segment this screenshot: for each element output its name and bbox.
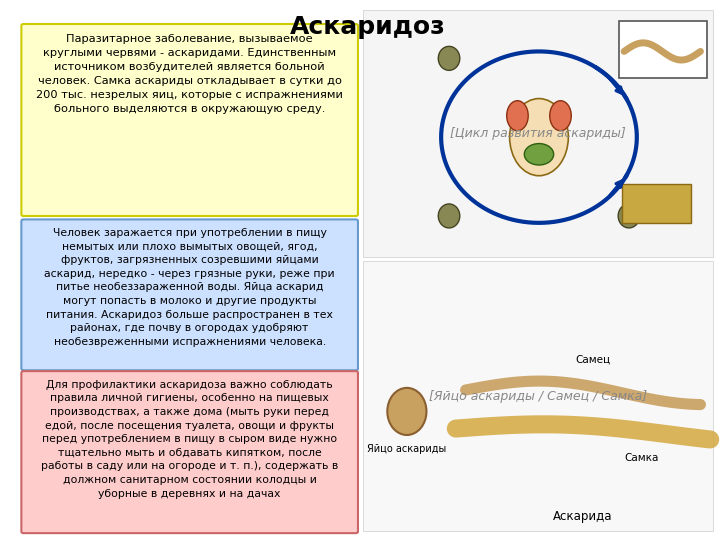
Ellipse shape: [524, 144, 554, 165]
Text: Человек заражается при употреблении в пищу
немытых или плохо вымытых овощей, яго: Человек заражается при употреблении в пи…: [45, 228, 335, 347]
FancyBboxPatch shape: [22, 371, 358, 533]
Text: Самка: Самка: [624, 453, 659, 463]
FancyBboxPatch shape: [363, 10, 713, 257]
Ellipse shape: [618, 204, 639, 228]
Text: Аскарида: Аскарида: [553, 510, 613, 523]
Ellipse shape: [438, 46, 460, 70]
Text: [Яйцо аскариды / Самец / Самка]: [Яйцо аскариды / Самец / Самка]: [429, 390, 647, 403]
FancyBboxPatch shape: [22, 24, 358, 216]
FancyBboxPatch shape: [22, 219, 358, 370]
Ellipse shape: [507, 101, 528, 131]
Ellipse shape: [550, 101, 571, 131]
Text: Самец: Самец: [575, 354, 611, 364]
FancyBboxPatch shape: [619, 21, 707, 78]
Text: [Цикл развития аскариды]: [Цикл развития аскариды]: [450, 127, 626, 140]
Ellipse shape: [387, 388, 426, 435]
Text: Аскаридоз: Аскаридоз: [290, 16, 446, 39]
Ellipse shape: [510, 99, 568, 176]
FancyBboxPatch shape: [622, 184, 690, 223]
FancyBboxPatch shape: [363, 261, 713, 531]
Text: Для профилактики аскаридоза важно соблюдать
правила личной гигиены, особенно на : Для профилактики аскаридоза важно соблюд…: [41, 380, 338, 498]
Text: Паразитарное заболевание, вызываемое
круглыми червями - аскаридами. Единственным: Паразитарное заболевание, вызываемое кру…: [36, 34, 343, 114]
Ellipse shape: [438, 204, 460, 228]
Text: Яйцо аскариды: Яйцо аскариды: [367, 444, 446, 454]
